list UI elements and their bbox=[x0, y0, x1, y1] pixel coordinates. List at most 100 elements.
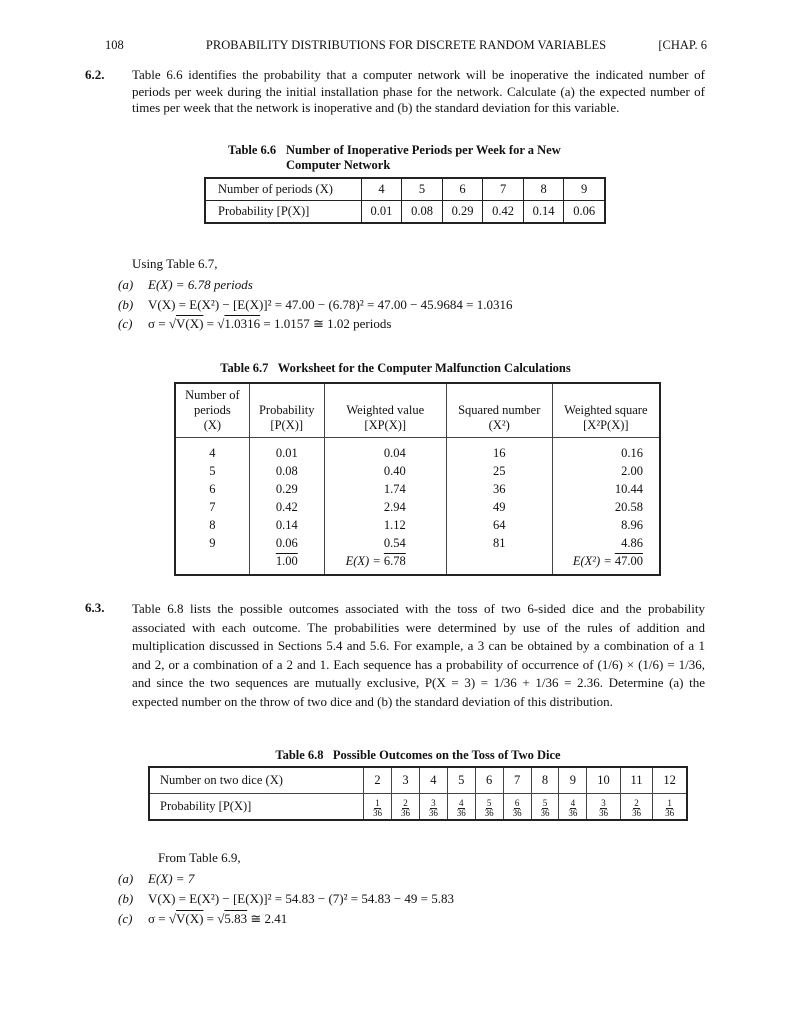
table-cell: 3 36 bbox=[586, 793, 621, 821]
table-cell: 10 bbox=[586, 766, 621, 794]
intro-text: From Table 6.9, bbox=[158, 850, 241, 865]
table-cell: 8 bbox=[174, 516, 250, 534]
table-cell: 20.58 bbox=[551, 498, 661, 516]
denominator: 36 bbox=[631, 808, 641, 818]
denominator: 36 bbox=[665, 808, 675, 818]
totals-row: 1.00 E(X) = 6.78 E(X²) = 47.00 bbox=[174, 552, 661, 575]
table-cell: 4 bbox=[360, 177, 403, 201]
solution-b: (b) V(X) = E(X²) − [E(X)]² = 54.83 − (7)²… bbox=[118, 891, 454, 906]
denominator: 36 bbox=[428, 808, 438, 818]
table-cell: 0.06 bbox=[248, 534, 325, 552]
table-cell: 1.12 bbox=[323, 516, 447, 534]
table-cell: 4.86 bbox=[551, 534, 661, 552]
table-cell: 4 bbox=[174, 437, 250, 462]
denominator: 36 bbox=[400, 808, 410, 818]
table-cell: 1 36 bbox=[652, 793, 688, 821]
header-line: Weighted value bbox=[346, 403, 425, 417]
table-cell: 2.00 bbox=[551, 462, 661, 480]
table-cell: 5 bbox=[174, 462, 250, 480]
problem-number: 6.3. bbox=[85, 600, 105, 615]
table-cell: 0.14 bbox=[522, 200, 565, 224]
table-caption: Table 6.7 Worksheet for the Computer Mal… bbox=[220, 361, 571, 375]
table-cell: 0.29 bbox=[441, 200, 484, 224]
table-cell: 2 36 bbox=[619, 793, 654, 821]
denominator: 36 bbox=[540, 808, 550, 818]
table-cell: 25 bbox=[445, 462, 553, 480]
fraction: 2 36 bbox=[632, 799, 641, 818]
solution-b: (b) V(X) = E(X²) − [E(X)]² = 47.00 − (6.7… bbox=[118, 297, 513, 312]
table-cell: 0.16 bbox=[551, 437, 661, 462]
table-cell: 0.14 bbox=[248, 516, 325, 534]
expected-square: 47.00 bbox=[614, 554, 643, 568]
table-6-7: Number of periods (X) Probability [P(X)] Weig… bbox=[174, 382, 661, 576]
header-line: Probability bbox=[258, 403, 315, 417]
table-6-8: Number on two dice (X) 2 3 4 5 6 7 8 9 10 11 12 Pro… bbox=[148, 766, 688, 821]
header-line: Squared number bbox=[458, 403, 541, 417]
denominator: 36 bbox=[512, 808, 522, 818]
table-cell: 9 bbox=[563, 177, 606, 201]
fraction: 3 36 bbox=[599, 799, 608, 818]
table-row: 8 0.14 1.12 64 8.96 bbox=[174, 516, 661, 534]
table-cell: 3 36 bbox=[418, 793, 448, 821]
fraction: 5 36 bbox=[485, 799, 494, 818]
table-cell: 6 36 bbox=[502, 793, 532, 821]
table-cell: 0.42 bbox=[482, 200, 524, 224]
table-cell: 0.06 bbox=[563, 200, 606, 224]
column-header: Weighted square [X²P(X)] bbox=[551, 383, 661, 438]
solution-c: (c) σ = √V(X) = √5.83 ≅ 2.41 bbox=[118, 911, 288, 926]
table-cell: 0.29 bbox=[248, 480, 325, 498]
header-line: [P(X)] bbox=[270, 418, 304, 432]
header-line: (X) bbox=[203, 418, 222, 432]
fraction: 1 36 bbox=[665, 799, 674, 818]
numerator: 4 bbox=[458, 798, 465, 809]
fraction: 6 36 bbox=[513, 799, 522, 818]
numerator: 3 bbox=[600, 798, 607, 809]
table-caption: Table 6.6 Number of Inoperative Periods p… bbox=[228, 143, 561, 172]
numerator: 6 bbox=[513, 798, 521, 809]
table-cell: 2 36 bbox=[391, 793, 420, 821]
expected-value-label: E(X) = bbox=[345, 554, 384, 568]
table-caption: Table 6.8 Possible Outcomes on the Toss … bbox=[275, 748, 561, 762]
table-cell: 7 bbox=[502, 766, 532, 794]
numerator: 4 bbox=[569, 798, 577, 809]
table-cell: 9 bbox=[558, 766, 588, 794]
table-cell bbox=[445, 552, 553, 575]
table-cell: 10.44 bbox=[551, 480, 661, 498]
table-cell: 2 bbox=[363, 766, 392, 794]
table-cell: 0.40 bbox=[323, 462, 447, 480]
fraction: 4 36 bbox=[568, 799, 577, 818]
denominator: 36 bbox=[484, 808, 494, 818]
table-cell: 3 bbox=[391, 766, 420, 794]
solution-a: (a) E(X) = 6.78 periods bbox=[118, 277, 253, 292]
table-cell: 5 bbox=[401, 177, 443, 201]
fraction: 3 36 bbox=[429, 799, 438, 818]
table-cell: 7 bbox=[482, 177, 524, 201]
fraction: 1 36 bbox=[373, 799, 382, 818]
table-row: 4 0.01 0.04 16 0.16 bbox=[174, 437, 661, 462]
table-cell: 4 36 bbox=[558, 793, 588, 821]
intro-text: Using Table 6.7, bbox=[132, 256, 218, 271]
numerator: 5 bbox=[541, 798, 549, 809]
table-cell: 0.08 bbox=[401, 200, 443, 224]
column-header: Number of periods (X) bbox=[174, 383, 250, 438]
table-cell: 81 bbox=[445, 534, 553, 552]
table-cell: 11 bbox=[619, 766, 654, 794]
problem-text: Table 6.8 lists the possible outcomes as… bbox=[132, 601, 705, 709]
numerator: 1 bbox=[374, 798, 381, 809]
fraction: 5 36 bbox=[540, 799, 549, 818]
table-cell: 0.42 bbox=[248, 498, 325, 516]
header-line: Number of bbox=[185, 388, 240, 402]
table-row: 6 0.29 1.74 36 10.44 bbox=[174, 480, 661, 498]
table-row: 5 0.08 0.40 25 2.00 bbox=[174, 462, 661, 480]
table-cell: E(X²) = 47.00 bbox=[551, 552, 661, 575]
solution-c: (c) σ = √V(X) = √1.0316 = 1.0157 ≅ 1.02 p… bbox=[118, 316, 392, 331]
denominator: 36 bbox=[599, 808, 608, 818]
header-line: [XP(X)] bbox=[364, 418, 407, 432]
running-title: PROBABILITY DISTRIBUTIONS FOR DISCRETE R… bbox=[205, 38, 607, 52]
table-cell: 8 bbox=[530, 766, 560, 794]
table-cell: 9 bbox=[174, 534, 250, 552]
column-header: Probability [P(X)] bbox=[248, 383, 325, 438]
header-line: (X²) bbox=[488, 418, 510, 432]
column-header: Squared number (X²) bbox=[445, 383, 553, 438]
table-cell: 1 36 bbox=[363, 793, 392, 821]
